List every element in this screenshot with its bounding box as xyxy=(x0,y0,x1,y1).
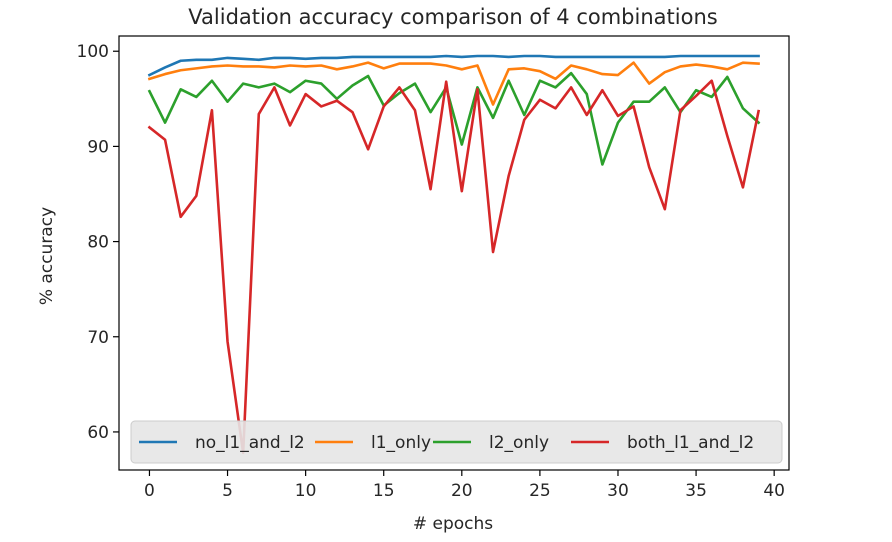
series-line-no_l1_and_l2 xyxy=(147,54,760,77)
x-axis-label: # epochs xyxy=(413,514,493,534)
plot-area xyxy=(147,54,761,455)
series-line-l1_only xyxy=(147,61,760,106)
y-axis-label: % accuracy xyxy=(37,207,57,305)
x-tick-label: 40 xyxy=(763,481,785,501)
y-tick-label: 60 xyxy=(87,423,109,443)
axes: 0 5 10 15 20 25 30 35 40 60 70 80 90 100 xyxy=(77,35,790,501)
x-tick-label: 10 xyxy=(295,481,317,501)
series-line-both_l1_and_l2 xyxy=(147,79,761,455)
y-tick-label: 80 xyxy=(87,233,109,253)
x-tick-label: 5 xyxy=(222,481,233,501)
y-tick-label: 70 xyxy=(87,328,109,348)
legend-label-no_l1_and_l2: no_l1_and_l2 xyxy=(195,433,305,453)
x-tick-label: 30 xyxy=(607,481,629,501)
x-tick-label: 25 xyxy=(529,481,551,501)
chart-title: Validation accuracy comparison of 4 comb… xyxy=(188,5,717,29)
legend-label-both_l1_and_l2: both_l1_and_l2 xyxy=(627,433,754,453)
x-tick-label: 0 xyxy=(144,481,155,501)
x-tick-label: 20 xyxy=(451,481,473,501)
y-tick-label: 100 xyxy=(77,42,109,62)
legend-label-l1_only: l1_only xyxy=(371,433,431,453)
x-tick-label: 15 xyxy=(373,481,395,501)
x-tick-label: 35 xyxy=(685,481,707,501)
axes-frame xyxy=(118,35,790,471)
legend-label-l2_only: l2_only xyxy=(489,433,549,453)
y-tick-label: 90 xyxy=(87,137,109,157)
series-line-l2_only xyxy=(147,71,761,166)
legend: no_l1_and_l2 l1_only l2_only both_l1_and_l2 xyxy=(130,420,783,464)
